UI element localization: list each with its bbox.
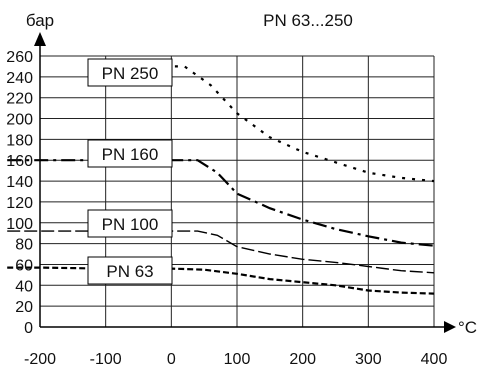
- y-tick-label: 120: [6, 195, 33, 212]
- series-label-pn-160: PN 160: [87, 139, 173, 168]
- y-tick-label: 180: [6, 132, 33, 149]
- y-tick-label: 140: [6, 174, 33, 191]
- x-tick-label: -100: [90, 351, 122, 368]
- axes: [34, 32, 456, 333]
- series-label-text: PN 160: [102, 145, 159, 164]
- series-line-pn-100: [7, 230, 435, 274]
- series-label-box: [87, 58, 173, 87]
- series-label-box: [87, 209, 173, 238]
- y-tick-label: 220: [6, 91, 33, 108]
- x-tick-label: -200: [24, 351, 56, 368]
- y-tick-label: 0: [24, 320, 33, 337]
- y-tick-label: 260: [6, 49, 33, 66]
- y-axis-arrow: [34, 32, 46, 46]
- y-axis-label: бар: [26, 11, 54, 30]
- x-tick-label: 100: [224, 351, 251, 368]
- y-tick-label: 60: [15, 257, 33, 274]
- series-lines: [7, 65, 435, 295]
- x-tick-label: 0: [167, 351, 176, 368]
- y-tick-label: 80: [15, 237, 33, 254]
- x-axis-arrow: [444, 321, 456, 333]
- y-tick-label: 160: [6, 153, 33, 170]
- y-tick-label: 240: [6, 70, 33, 87]
- series-label-pn-250: PN 250: [87, 58, 173, 87]
- x-tick-label: 300: [355, 351, 382, 368]
- grid: [40, 55, 435, 327]
- x-tick-label: 400: [421, 351, 448, 368]
- series-label-text: PN 250: [102, 64, 159, 83]
- y-tick-label: 40: [15, 278, 33, 295]
- series-label-text: PN 100: [102, 215, 159, 234]
- tick-labels: 0 20 40 60 80 100 120 140 160 180 200 220 240 260 -200…: [6, 49, 447, 368]
- series-label-box: [87, 256, 173, 285]
- series-labels: PN 250 PN 160 PN 100 PN 63: [87, 58, 173, 285]
- y-tick-label: 20: [15, 299, 33, 316]
- y-tick-label: 200: [6, 112, 33, 129]
- x-axis-label: °C: [458, 318, 477, 337]
- series-label-box: [87, 139, 173, 168]
- y-tick-label: 100: [6, 216, 33, 233]
- chart-title: PN 63...250: [263, 11, 353, 30]
- series-line-pn-63: [7, 266, 435, 295]
- x-tick-label: 200: [289, 351, 316, 368]
- series-label-text: PN 63: [106, 262, 153, 281]
- series-line-pn-160: [7, 159, 435, 247]
- series-label-pn-100: PN 100: [87, 209, 173, 238]
- series-line-pn-250: [154, 65, 435, 183]
- series-label-pn-63: PN 63: [87, 256, 173, 285]
